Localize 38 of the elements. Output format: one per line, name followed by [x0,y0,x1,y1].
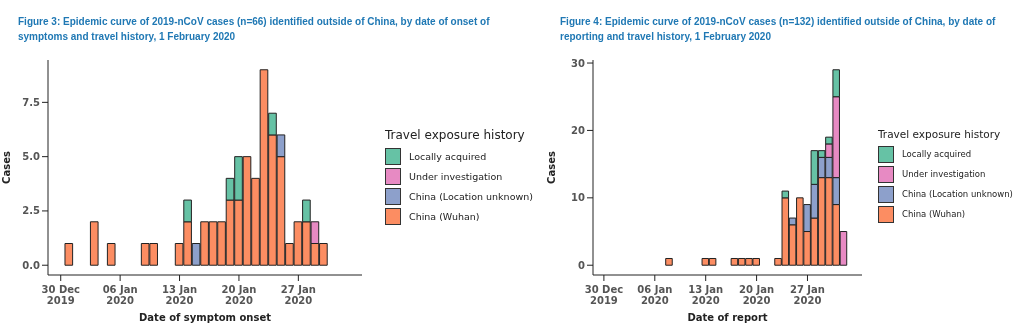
y-tick-label: 30 [571,57,586,69]
legend-label: Under investigation [902,169,986,179]
legend-label: Locally acquired [409,150,487,162]
x-tick-label: 06 Jan 2020 [637,284,673,306]
legend-label: China (Wuhan) [409,210,480,222]
x-tick-label: 13 Jan 2020 [688,284,724,306]
legend-title: Travel exposure history [385,128,526,142]
x-tick-label: 06 Jan 2020 [102,284,138,306]
y-tick-label: 10 [571,192,586,204]
bar [106,243,116,266]
y-axis-title: Cases [545,151,557,184]
bar [665,257,673,266]
y-tick-label: 20 [571,124,586,136]
chart-title: Figure 3: Epidemic curve of 2019-nCoV cases (n=66) identified outside of China, by date of onset of symptoms and travel history, 1 February 2020 [18,15,491,44]
x-tick-label: 27 Jan 2020 [280,284,316,306]
x-tick-label: 13 Jan 2020 [162,284,198,306]
x-tick-label: 20 Jan 2020 [739,284,775,306]
y-tick-label: 5.0 [22,151,41,163]
x-axis-title: Date of report [687,312,768,323]
y-tick-label: 7.5 [22,96,41,108]
chart-title: Figure 4: Epidemic curve of 2019-nCoV cases (n=132) identified outside of China, by date of reporting and travel history, 1 February 2020 [560,15,997,44]
y-tick-label: 2.5 [22,205,41,217]
x-tick-label: 20 Jan 2020 [221,284,257,306]
legend-title: Travel exposure history [878,128,1002,140]
y-tick-label: 0 [578,259,586,271]
legend-label: China (Location unknown) [409,190,533,202]
bar [89,221,99,266]
legend-label: Under investigation [409,170,503,182]
x-tick-label: 30 Dec 2019 [41,284,80,306]
legend-label: China (Wuhan) [902,209,966,219]
x-axis-title: Date of symptom onset [139,312,272,323]
x-tick-label: 30 Dec 2019 [584,284,624,306]
bar [64,243,74,266]
legend-label: Locally acquired [902,149,972,159]
x-tick-label: 27 Jan 2020 [789,284,825,306]
y-tick-label: 0.0 [22,259,41,271]
legend-label: China (Location unknown) [902,189,1013,199]
y-axis-title: Cases [0,151,12,184]
